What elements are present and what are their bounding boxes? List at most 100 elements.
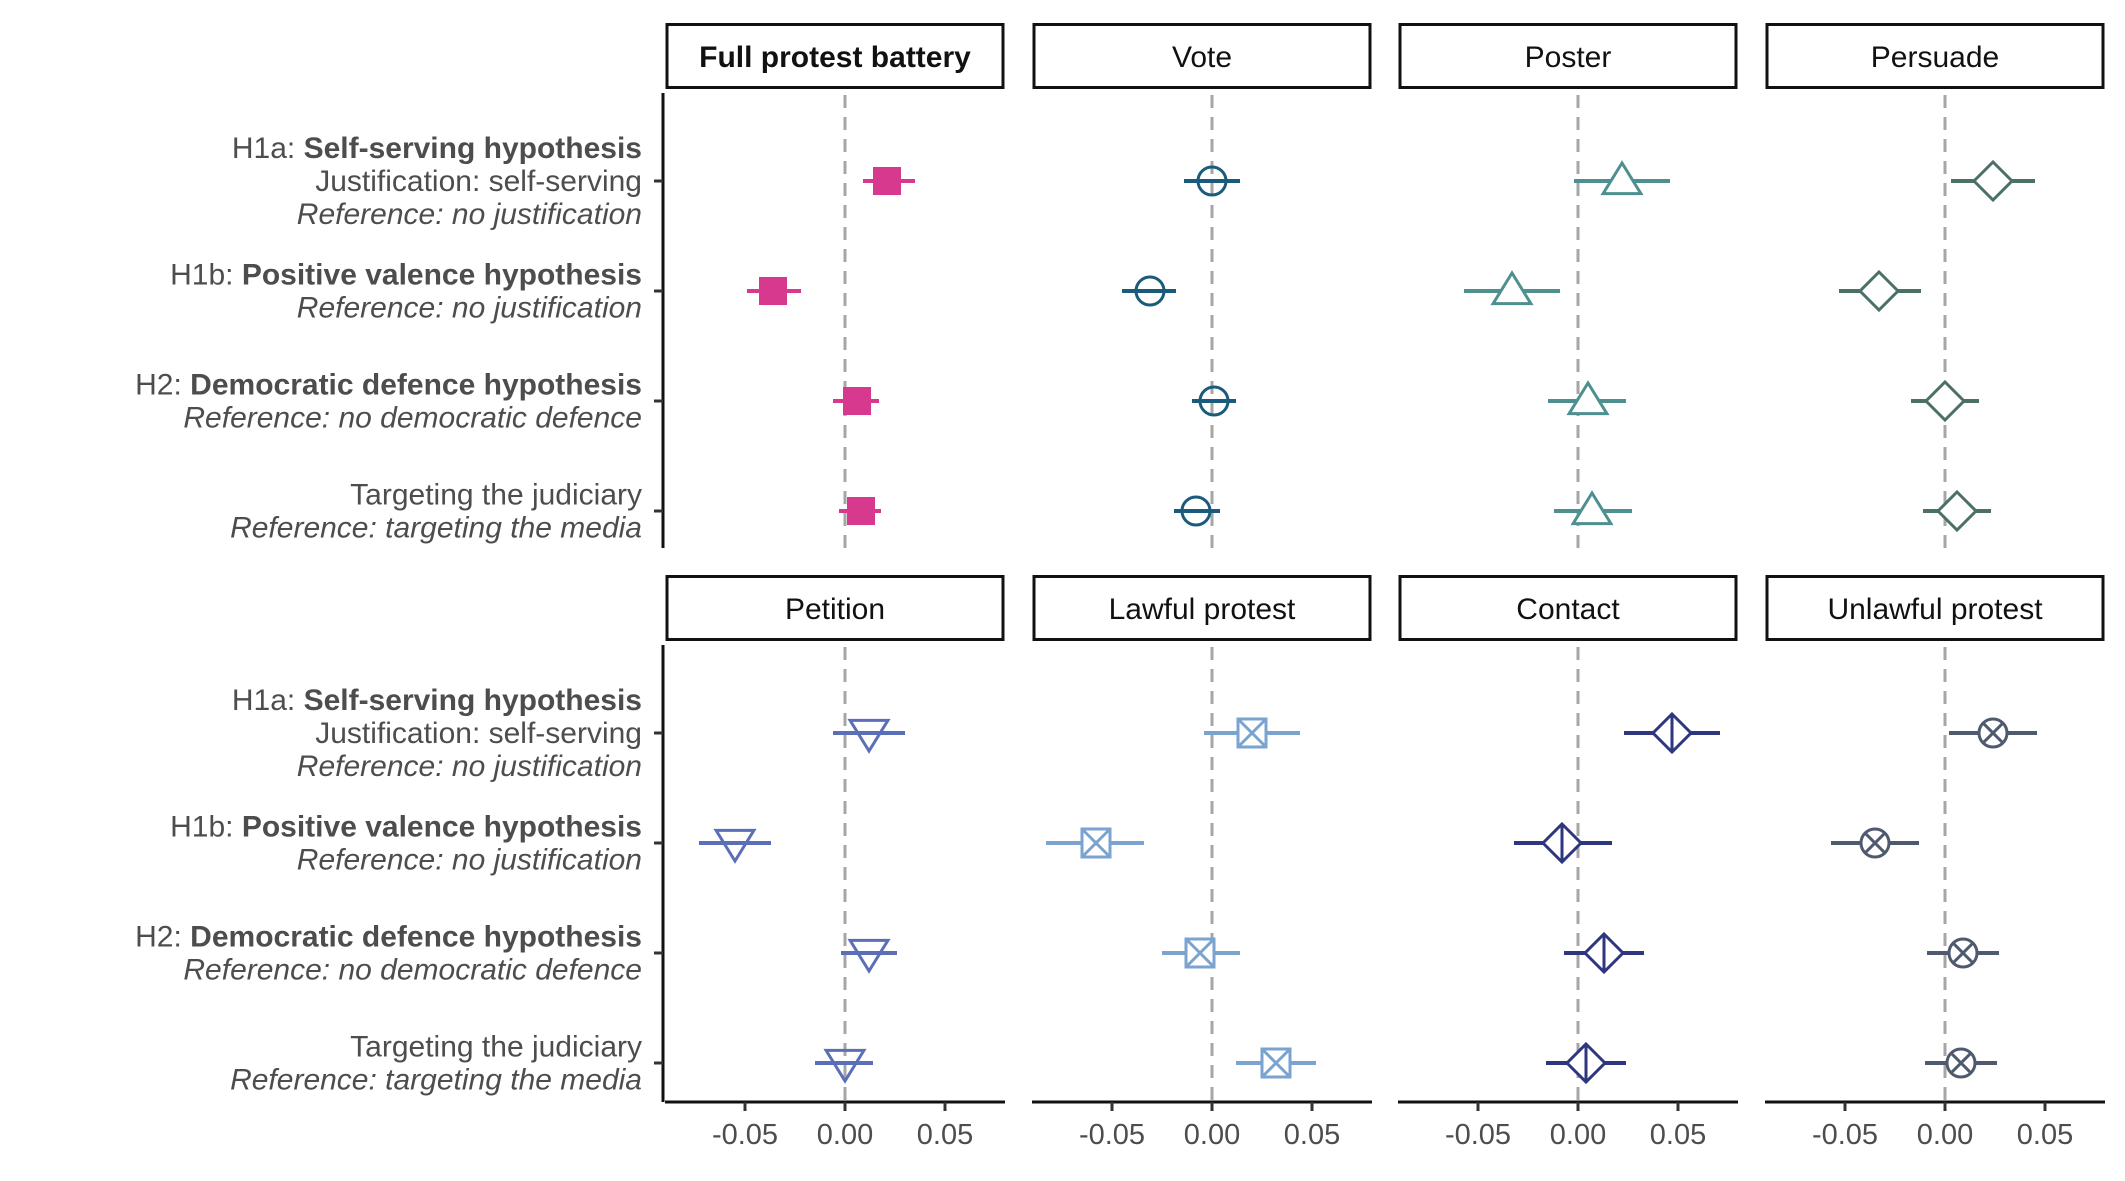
estimate-point	[1949, 717, 2037, 749]
estimate-point	[1192, 385, 1236, 417]
point-marker	[1196, 165, 1228, 197]
x-tick-label: -0.05	[1812, 1119, 1878, 1151]
row-label-hypothesis: Positive valence hypothesis	[242, 811, 642, 844]
row-label-prefix: H1b:	[170, 811, 242, 844]
row-label-title: H1a: Self-serving hypothesis	[232, 684, 642, 717]
x-tick-label: 0.00	[1917, 1119, 1973, 1151]
point-marker	[1857, 269, 1901, 313]
panel-strip	[665, 575, 1005, 641]
row-label-title: H1b: Positive valence hypothesis	[170, 259, 642, 292]
estimate-point	[1514, 821, 1612, 865]
row-label-prefix: H2:	[135, 921, 190, 954]
panel-strip	[665, 23, 1005, 89]
point-marker	[1180, 495, 1212, 527]
panel-full-protest-battery: Full protest battery	[665, 23, 1005, 548]
x-tick-label: -0.05	[1079, 1119, 1145, 1151]
point-marker-cross	[1080, 827, 1112, 859]
panel-strip	[1398, 575, 1738, 641]
estimate-point	[1122, 275, 1176, 307]
estimate-point	[1951, 159, 2035, 203]
panel-strip	[1765, 575, 2105, 641]
row-label-prefix: H1a:	[232, 132, 304, 165]
panel-title: Vote	[1172, 41, 1232, 74]
row-label-reference: Reference: targeting the media	[230, 512, 642, 545]
row-label-hypothesis: Democratic defence hypothesis	[190, 369, 642, 402]
point-marker	[847, 718, 891, 754]
estimate-point	[1464, 270, 1560, 306]
estimate-point	[833, 387, 879, 415]
x-tick-label: 0.05	[1650, 1119, 1706, 1151]
point-marker	[1490, 270, 1534, 306]
point-marker-cross	[1236, 717, 1268, 749]
panel-title: Lawful protest	[1109, 593, 1296, 626]
point-marker	[847, 497, 875, 525]
panel-strip	[1765, 23, 2105, 89]
row-label-reference: Reference: no justification	[297, 750, 642, 783]
point-marker	[1935, 489, 1979, 533]
point-marker	[1600, 160, 1644, 196]
panel-contact: Contact -0.05 0.00 0.05	[1398, 575, 1738, 1151]
row-label-prefix: Targeting the judiciary	[350, 479, 642, 512]
row-label-title: H2: Democratic defence hypothesis	[135, 921, 642, 954]
estimate-point	[1204, 717, 1300, 749]
point-marker	[1971, 159, 2015, 203]
point-marker	[1566, 380, 1610, 416]
estimate-point	[833, 718, 905, 754]
point-marker	[1923, 379, 1967, 423]
point-marker	[713, 828, 757, 864]
estimate-point	[1925, 1047, 1997, 1079]
row-label-hypothesis: Self-serving hypothesis	[304, 132, 642, 165]
estimate-point	[1236, 1047, 1316, 1079]
panel-persuade: Persuade	[1765, 23, 2105, 548]
row-label-detail: Justification: self-serving	[315, 165, 642, 198]
estimate-point	[1546, 1041, 1626, 1085]
panel-title: Full protest battery	[699, 41, 971, 74]
panel-title: Persuade	[1871, 41, 1999, 74]
estimate-point	[1831, 827, 1919, 859]
estimate-point	[815, 1048, 873, 1084]
row-label-title: H2: Democratic defence hypothesis	[135, 369, 642, 402]
x-tick-label: 0.05	[2017, 1119, 2073, 1151]
row-label-prefix: H2:	[135, 369, 190, 402]
point-marker-cross	[1949, 1051, 1973, 1075]
panel-title: Unlawful protest	[1827, 593, 2043, 626]
row-label-reference: Reference: no democratic defence	[183, 402, 642, 435]
panel-strip	[1032, 575, 1372, 641]
row-label-reference: Reference: no justification	[297, 292, 642, 325]
row-label-prefix: H1a:	[232, 684, 304, 717]
row-label-detail: Justification: self-serving	[315, 717, 642, 750]
estimate-point	[1839, 269, 1921, 313]
row-label-reference: Reference: no democratic defence	[183, 954, 642, 987]
point-marker-cross	[1184, 937, 1216, 969]
row-label-title: H1b: Positive valence hypothesis	[170, 811, 642, 844]
panel-petition: Petition -0.05 0.00 0.05	[665, 575, 1005, 1151]
point-marker	[1134, 275, 1166, 307]
point-marker	[823, 1048, 867, 1084]
estimate-point	[1548, 380, 1626, 416]
estimate-point	[839, 497, 881, 525]
row-label-title: H1a: Self-serving hypothesis	[232, 132, 642, 165]
row-label-title: Targeting the judiciary	[350, 479, 642, 512]
x-tick-label: -0.05	[1445, 1119, 1511, 1151]
point-marker	[1570, 490, 1614, 526]
row-label-hypothesis: Self-serving hypothesis	[304, 684, 642, 717]
row-label-reference: Reference: no justification	[297, 198, 642, 231]
panel-vote: Vote	[1032, 23, 1372, 548]
point-marker-cross	[1981, 721, 2005, 745]
point-marker	[873, 167, 901, 195]
panel-lawful-protest: Lawful protest -0.05 0.00 0.05	[1032, 575, 1372, 1151]
point-marker	[1198, 385, 1230, 417]
point-marker-cross	[1863, 831, 1887, 855]
estimate-point	[1554, 490, 1632, 526]
x-tick-label: 0.05	[917, 1119, 973, 1151]
row-label-prefix: H1b:	[170, 259, 242, 292]
estimate-point	[1184, 165, 1240, 197]
estimate-point	[863, 167, 915, 195]
estimate-point	[1927, 937, 1999, 969]
estimate-point	[1574, 160, 1670, 196]
row-label-hypothesis: Democratic defence hypothesis	[190, 921, 642, 954]
row-label-reference: Reference: no justification	[297, 844, 642, 877]
x-tick-label: 0.05	[1284, 1119, 1340, 1151]
estimate-point	[1046, 827, 1144, 859]
